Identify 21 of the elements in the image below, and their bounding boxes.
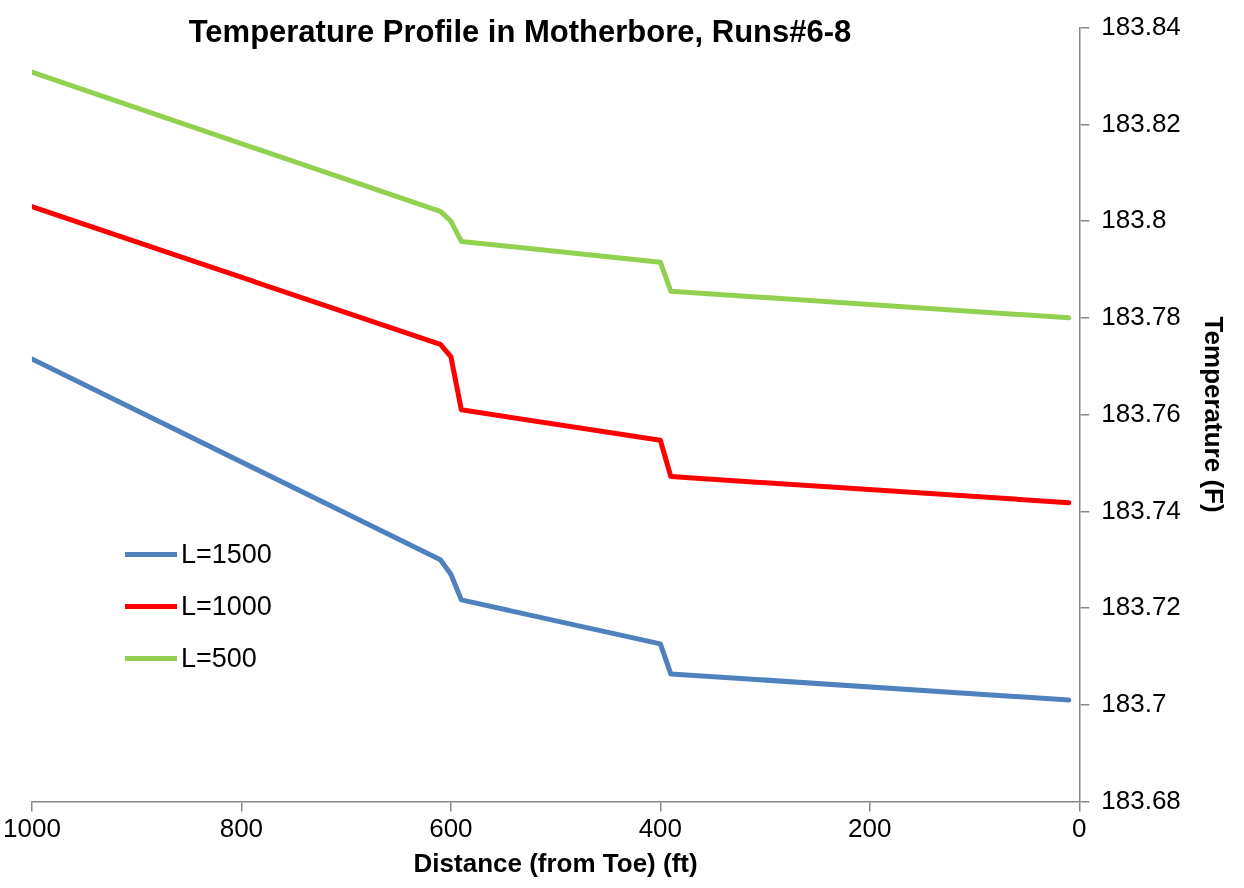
- y-tick-label: 183.7: [1101, 688, 1167, 719]
- x-tick-label: 600: [429, 813, 473, 844]
- x-axis-title: Distance (from Toe) (ft): [413, 847, 698, 878]
- x-tick-label: 400: [638, 813, 683, 844]
- x-tick-label: 0: [1072, 813, 1087, 844]
- x-tick-label: 800: [219, 813, 264, 844]
- y-axis-title: Temperature (F): [1199, 316, 1230, 513]
- y-tick-label: 183.76: [1101, 397, 1181, 428]
- y-tick-label: 183.84: [1101, 10, 1181, 41]
- legend-label: L=1000: [181, 590, 272, 622]
- y-tick-label: 183.72: [1101, 591, 1181, 622]
- chart-title: Temperature Profile in Motherbore, Runs#6-8: [187, 14, 853, 50]
- legend-label: L=1500: [181, 538, 272, 570]
- x-tick-label: 1000: [3, 813, 61, 844]
- y-tick-label: 183.68: [1101, 784, 1181, 815]
- x-tick-label: 200: [848, 813, 892, 844]
- y-tick-label: 183.78: [1101, 301, 1181, 332]
- y-tick-label: 183.8: [1101, 204, 1167, 235]
- y-tick-label: 183.74: [1101, 494, 1181, 525]
- legend-label: L=500: [181, 642, 257, 674]
- y-tick-label: 183.82: [1101, 107, 1181, 138]
